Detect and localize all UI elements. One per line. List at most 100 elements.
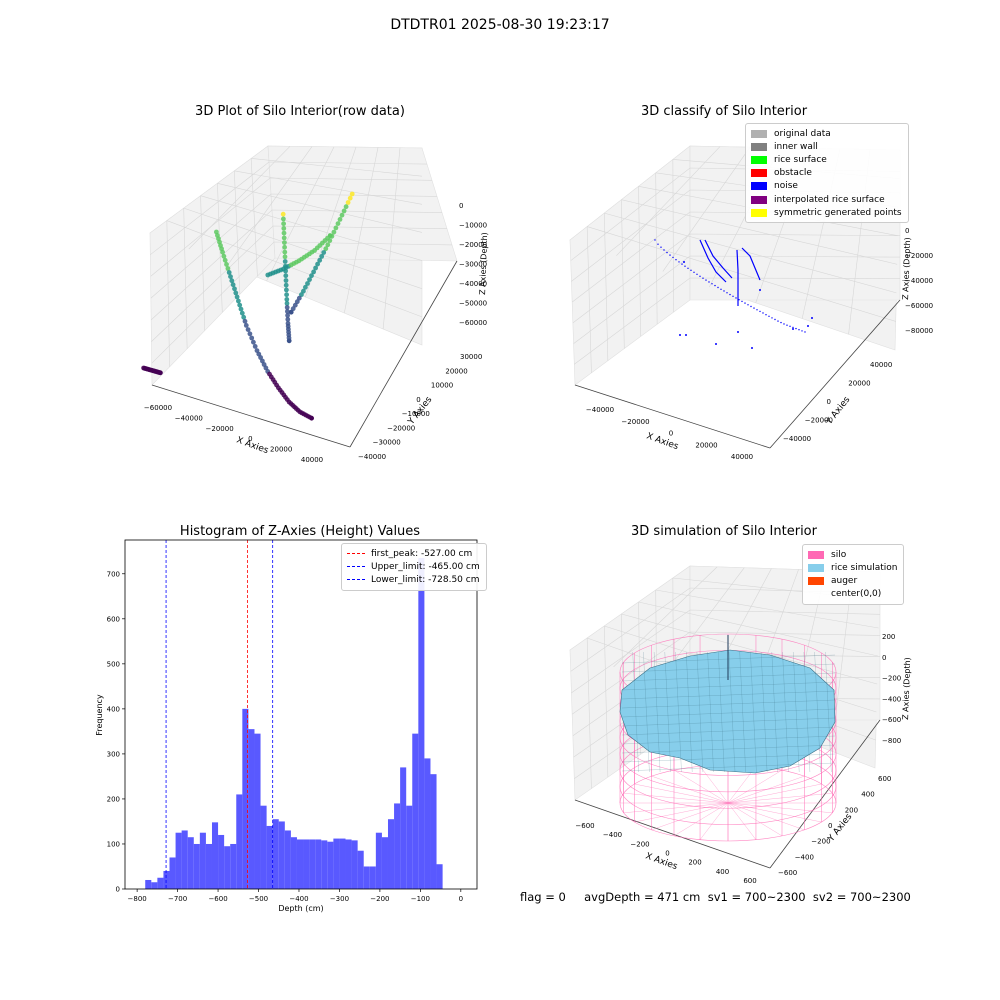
silo-floor-spoke [651, 802, 729, 831]
data-point [236, 298, 241, 304]
data-point [230, 282, 236, 288]
gridline [587, 226, 896, 322]
z-tick-label: 0 [459, 202, 463, 210]
histogram-bar [242, 708, 249, 889]
z-tick-label: −400 [882, 695, 901, 703]
data-point [283, 282, 289, 288]
legend-entry: silo [808, 548, 897, 561]
y-tick-label: −20000 [805, 417, 833, 425]
legend-entry: first_peak: -527.00 cm [347, 547, 480, 560]
x-tick-label: 20000 [695, 441, 717, 449]
histogram-bar [169, 857, 176, 889]
gridline [621, 199, 625, 349]
legend-label: silo [831, 549, 847, 560]
histogram-bar [157, 877, 164, 889]
x-axis-line [574, 384, 771, 449]
legend-swatch [808, 563, 824, 572]
noise-point [789, 325, 791, 327]
histogram-bar [375, 832, 382, 889]
noise-point [801, 330, 803, 332]
noise-point [811, 317, 813, 319]
z-axis-label: Z Axies (Depth) [478, 232, 489, 295]
mesh-line [771, 651, 778, 773]
data-point [158, 370, 163, 376]
gridline [571, 631, 881, 715]
noise-point [693, 271, 695, 273]
z-tick-label: −60000 [459, 319, 487, 327]
data-point [282, 259, 288, 264]
y-tick-label: −20000 [387, 424, 415, 432]
histogram-bar [272, 819, 279, 889]
x-tick-label: −100 [411, 895, 430, 903]
silo-floor-spoke [634, 783, 729, 804]
mesh-line [621, 681, 836, 691]
legend-swatch [751, 155, 767, 164]
data-point [245, 327, 251, 332]
gridline [571, 609, 881, 694]
noise-point [683, 261, 685, 263]
data-point [221, 253, 227, 259]
y-tick-label: 400 [861, 791, 874, 799]
gridline [151, 225, 448, 342]
histogram-bar [406, 805, 413, 889]
silo-floor-spoke [673, 769, 729, 804]
noise-point [699, 275, 701, 277]
y-tick-label: 100 [107, 840, 120, 848]
x-tick-label: −200 [630, 840, 649, 848]
data-point [285, 313, 290, 318]
histogram-bar [284, 830, 291, 889]
legend-entry: auger [808, 574, 897, 587]
data-point [226, 270, 232, 275]
gridline [188, 146, 291, 250]
legend-swatch [751, 208, 767, 217]
z-tick-label: −600 [882, 716, 901, 724]
data-point [283, 273, 289, 279]
legend-label: obstacle [774, 168, 812, 179]
noise-point [762, 312, 764, 314]
legend-entry: Upper_limit: -465.00 cm [347, 560, 480, 573]
data-point [242, 318, 248, 324]
z-tick-label: −40000 [905, 277, 933, 285]
data-point [313, 265, 318, 271]
silo-floor-spoke [699, 802, 729, 840]
silo-simulation-3d-plot: −600−400−2000200400600−600−400−200020040… [569, 565, 912, 885]
z-tick-label: 200 [882, 633, 895, 641]
data-point [303, 284, 308, 290]
y-tick-label: 400 [107, 705, 120, 713]
data-point [325, 242, 331, 248]
noise-point [684, 265, 686, 267]
histogram-plot: −800 −700 −600 −500 −400 −300 −200 −100 0 0 100 200… [95, 539, 478, 913]
rice-surface [619, 635, 836, 774]
data-point [282, 244, 287, 250]
z-tick-label: −200 [882, 675, 901, 683]
histogram-bar [199, 832, 206, 889]
y-tick-label: 600 [107, 615, 120, 623]
data-point [315, 261, 320, 267]
noise-point [705, 279, 707, 281]
histogram-bar [327, 841, 334, 889]
x-tick-label: 0 [669, 430, 673, 438]
data-point [233, 290, 239, 296]
histogram-bar [351, 840, 358, 889]
legend-swatch [347, 579, 365, 581]
noise-point [771, 317, 773, 319]
histogram-bar [394, 803, 401, 889]
x-tick-label: −600 [208, 895, 227, 903]
gridline [662, 146, 751, 272]
noise-point [717, 286, 719, 289]
legend-swatch [347, 566, 365, 568]
x-axis-label: X Axies [645, 431, 680, 452]
data-point [232, 286, 237, 292]
data-point [284, 297, 290, 302]
mesh-line [632, 651, 639, 773]
x-tick-label: −300 [330, 895, 349, 903]
gridline [166, 220, 423, 318]
legend-swatch [808, 550, 824, 559]
data-point [343, 204, 349, 210]
axes-box [149, 145, 458, 448]
data-point [281, 235, 287, 241]
data-point [345, 200, 351, 205]
x-tick-label: −700 [168, 895, 187, 903]
data-point [341, 208, 347, 214]
silo-floor-spoke [651, 775, 729, 804]
